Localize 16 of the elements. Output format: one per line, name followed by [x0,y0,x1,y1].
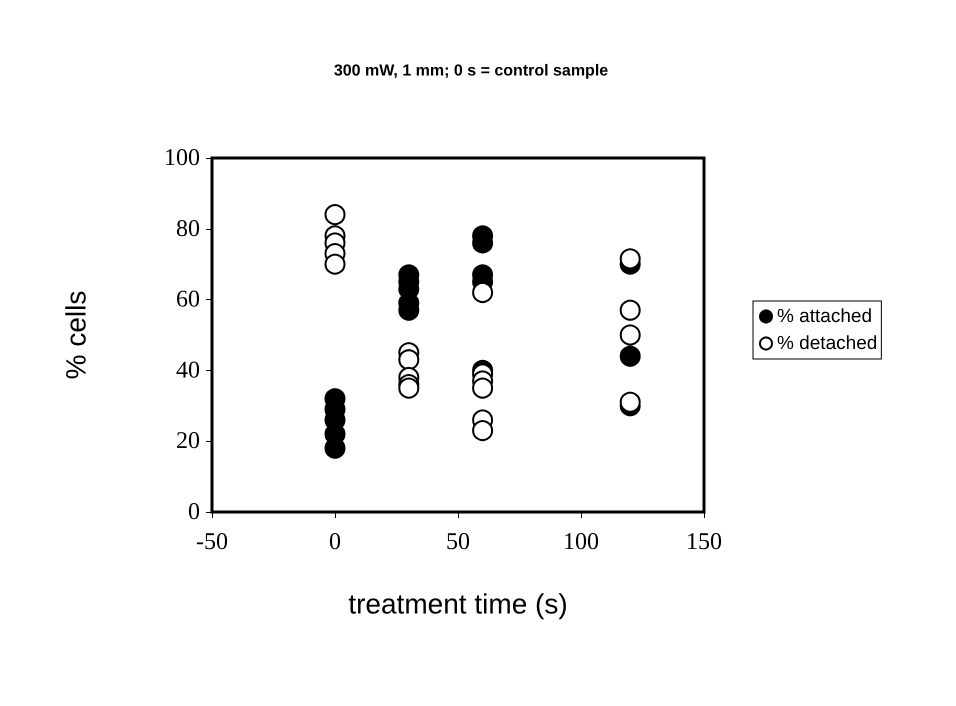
y-tick-label: 40 [176,357,200,384]
x-tick-label: 50 [446,529,470,555]
y-axis-title: % cells [60,290,92,380]
y-tick-label: 0 [188,499,200,525]
y-tick-label: 80 [176,216,200,242]
x-tick-label: 100 [563,529,599,555]
x-tick-label: -50 [196,529,228,555]
legend-label: % attached [777,306,872,327]
y-tick-label: 60 [176,286,200,313]
x-axis-title: treatment time (s) [348,588,568,620]
legend-label: % detached [777,333,878,354]
y-tick-label: 100 [164,145,200,171]
x-tick-label: 0 [329,529,341,555]
chart-title: 300 mW, 1 mm; 0 s = control sample [334,62,608,80]
x-tick-label: 150 [686,529,722,555]
y-tick-label: 20 [176,428,200,454]
